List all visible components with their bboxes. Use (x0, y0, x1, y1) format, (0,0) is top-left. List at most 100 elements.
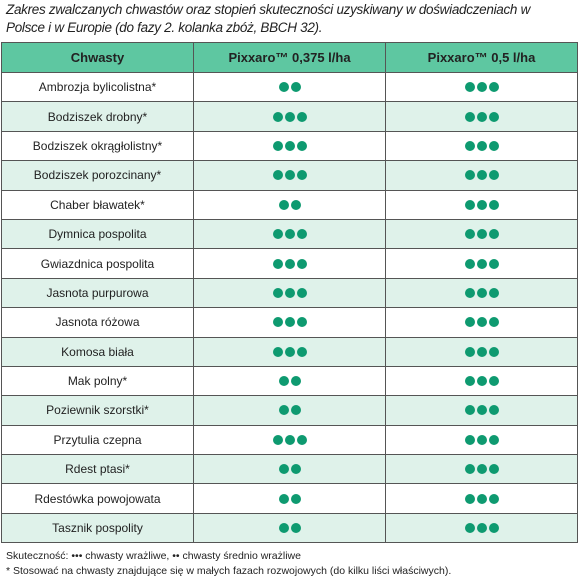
rating-dot (488, 434, 499, 445)
rating-dot (464, 229, 475, 240)
rating-dot (278, 464, 289, 475)
rating-dot (296, 317, 307, 328)
rating-dots (278, 523, 301, 534)
footnote: * Stosować na chwasty znajdujące się w m… (6, 565, 452, 577)
table-row: Dymnica pospolita (1, 218, 578, 250)
table-row: Tasznik pospolity (1, 512, 578, 544)
rating-dot (278, 493, 289, 504)
table-row: Ambrozja bylicolistna* (1, 71, 578, 103)
rating-cell (385, 512, 578, 544)
rating-dot (284, 229, 295, 240)
rating-dot (290, 199, 301, 210)
rating-dot (476, 170, 487, 181)
rating-dots (272, 111, 307, 122)
table-row: Przytulia czepna (1, 424, 578, 456)
table-row: Bodziszek okrągłolistny* (1, 130, 578, 162)
rating-dot (464, 434, 475, 445)
weed-name: Bodziszek drobny* (1, 101, 194, 132)
rating-dots (464, 405, 499, 416)
rating-dot (278, 405, 289, 416)
rating-cell (193, 160, 386, 191)
rating-dot (488, 229, 499, 240)
rating-cell (385, 483, 578, 514)
header-cell: Pixxaro™ 0,375 l/ha (193, 42, 386, 73)
rating-dot (464, 287, 475, 298)
table-row: Rdest ptasi* (1, 454, 578, 485)
rating-cell (193, 277, 386, 309)
rating-cell (193, 365, 386, 397)
rating-dot (464, 140, 475, 151)
rating-cell (193, 483, 386, 514)
rating-dot (488, 376, 499, 387)
rating-dots (464, 464, 499, 475)
rating-dot (290, 523, 301, 534)
table-row: Poziewnik szorstki* (1, 395, 578, 426)
rating-dot (464, 258, 475, 269)
rating-dot (296, 258, 307, 269)
rating-dots (278, 493, 301, 504)
rating-dot (476, 140, 487, 151)
rating-dot (290, 464, 301, 475)
rating-dots (464, 493, 499, 504)
rating-dot (284, 434, 295, 445)
rating-dot (488, 199, 499, 210)
rating-dots (464, 111, 499, 122)
rating-dot (464, 346, 475, 357)
rating-cell (193, 130, 386, 162)
table-row: Komosa biała (1, 336, 578, 367)
rating-dots (278, 405, 301, 416)
rating-cell (193, 454, 386, 485)
rating-dot (464, 199, 475, 210)
rating-dots (464, 434, 499, 445)
rating-cell (193, 101, 386, 132)
rating-cell (193, 307, 386, 338)
rating-dot (476, 199, 487, 210)
rating-dot (278, 82, 289, 93)
weed-name: Gwiazdnica pospolita (1, 248, 194, 279)
rating-cell (385, 218, 578, 250)
table-row: Bodziszek porozcinany* (1, 160, 578, 191)
table-body: Ambrozja bylicolistna* Bodziszek drobny* B… (1, 71, 578, 544)
rating-dot (464, 405, 475, 416)
rating-dot (476, 376, 487, 387)
rating-dot (476, 111, 487, 122)
rating-dot (488, 493, 499, 504)
rating-dot (488, 464, 499, 475)
rating-dot (272, 111, 283, 122)
rating-dot (272, 258, 283, 269)
rating-dot (284, 317, 295, 328)
rating-dot (296, 287, 307, 298)
rating-dots (278, 82, 301, 93)
rating-dot (296, 346, 307, 357)
rating-cell (193, 248, 386, 279)
rating-dot (476, 523, 487, 534)
rating-dot (290, 82, 301, 93)
rating-dot (464, 317, 475, 328)
rating-cell (193, 395, 386, 426)
rating-dot (464, 170, 475, 181)
rating-dots (272, 287, 307, 298)
rating-dot (476, 493, 487, 504)
rating-dots (464, 317, 499, 328)
rating-dot (290, 493, 301, 504)
rating-dot (278, 199, 289, 210)
rating-dots (272, 258, 307, 269)
rating-dot (464, 523, 475, 534)
rating-cell (385, 160, 578, 191)
rating-dot (488, 258, 499, 269)
rating-dot (284, 170, 295, 181)
header-cell: Pixxaro™ 0,5 l/ha (385, 42, 578, 73)
table-row: Bodziszek drobny* (1, 101, 578, 132)
rating-dots (464, 140, 499, 151)
rating-dot (476, 229, 487, 240)
rating-cell (385, 189, 578, 220)
rating-cell (385, 307, 578, 338)
rating-dots (272, 229, 307, 240)
rating-dot (488, 82, 499, 93)
weed-name: Rdestówka powojowata (1, 483, 194, 514)
rating-dots (464, 229, 499, 240)
rating-dot (284, 287, 295, 298)
weed-name: Bodziszek okrągłolistny* (1, 130, 194, 162)
rating-dot (278, 376, 289, 387)
